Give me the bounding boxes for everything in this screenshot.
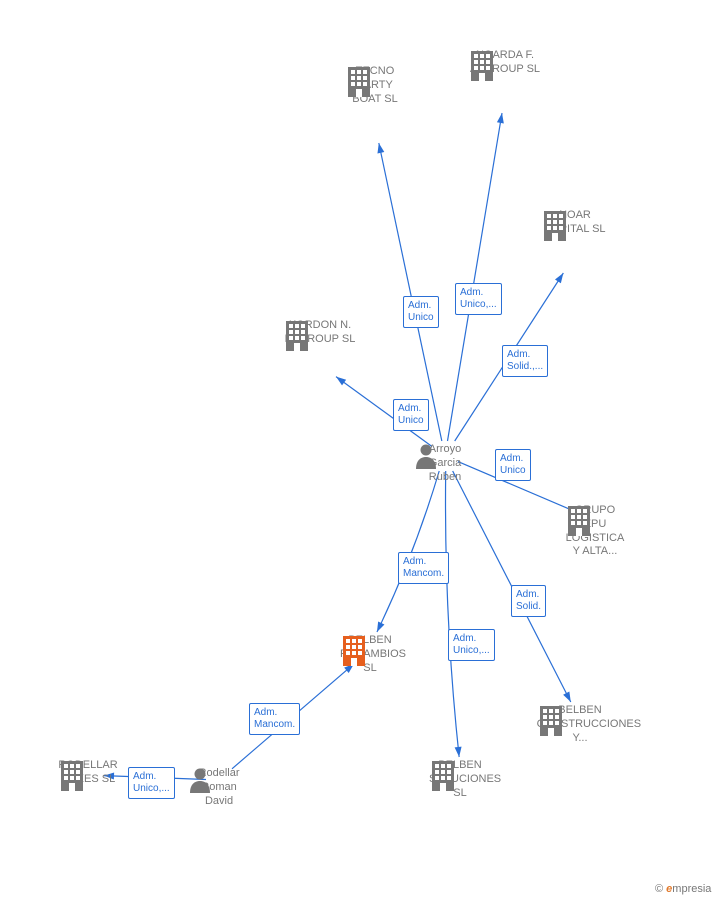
- edge-label: Adm.Unico,...: [448, 629, 495, 661]
- company-node-rodboxes[interactable]: RODELLARBOXES SL: [58, 759, 118, 787]
- edge-label: Adm.Unico: [495, 449, 531, 481]
- person-node-rodellar[interactable]: RodellarRomanDavid: [189, 767, 249, 808]
- edge-arrow: [336, 377, 346, 386]
- edge-arrow: [563, 692, 571, 702]
- company-node-kordon[interactable]: KORDON N.R. GROUP SL: [283, 319, 357, 347]
- brand-rest: mpresia: [672, 883, 711, 895]
- edge-line: [379, 143, 442, 441]
- edge-label: Adm.Unico,...: [455, 283, 502, 315]
- edge-arrow: [497, 113, 504, 123]
- company-node-belbens[interactable]: BELBENSOLUCIONESSL: [429, 759, 491, 800]
- edge-label: Adm.Unico: [393, 399, 429, 431]
- person-node-arroyo[interactable]: ArroyoGarciaRuben: [415, 443, 475, 484]
- edge-label: Adm.Mancom.: [249, 703, 300, 735]
- company-node-belbenr[interactable]: BELBENRECAMBIOSSL: [340, 634, 400, 675]
- edge-label: Adm.Solid.: [511, 585, 546, 617]
- edge-line: [447, 113, 502, 441]
- edge-arrow: [377, 621, 384, 632]
- copyright-symbol: ©: [655, 883, 663, 895]
- company-node-grupoepu[interactable]: GRUPO EPULOGISTICAY ALTA...: [565, 504, 625, 559]
- company-node-noarda[interactable]: NOARDA F.A. GROUP SL: [468, 49, 542, 77]
- edge-label: Adm.Mancom.: [398, 552, 449, 584]
- company-node-noar[interactable]: NOARCAPITAL SL: [541, 209, 609, 237]
- edge-arrow: [555, 273, 563, 283]
- edge-arrow: [455, 747, 462, 757]
- edge-label: Adm.Solid.,...: [502, 345, 548, 377]
- edge-label: Adm.Unico,...: [128, 767, 175, 799]
- edge-line: [446, 471, 460, 757]
- company-node-belbenc[interactable]: BELBENCONSTRUCCIONESY...: [537, 704, 624, 745]
- edge-arrow: [377, 143, 384, 154]
- company-node-tecno[interactable]: TECNOPARTYBOAT SL: [345, 65, 405, 106]
- edge-label: Adm.Unico: [403, 296, 439, 328]
- copyright: © empresia: [655, 883, 711, 895]
